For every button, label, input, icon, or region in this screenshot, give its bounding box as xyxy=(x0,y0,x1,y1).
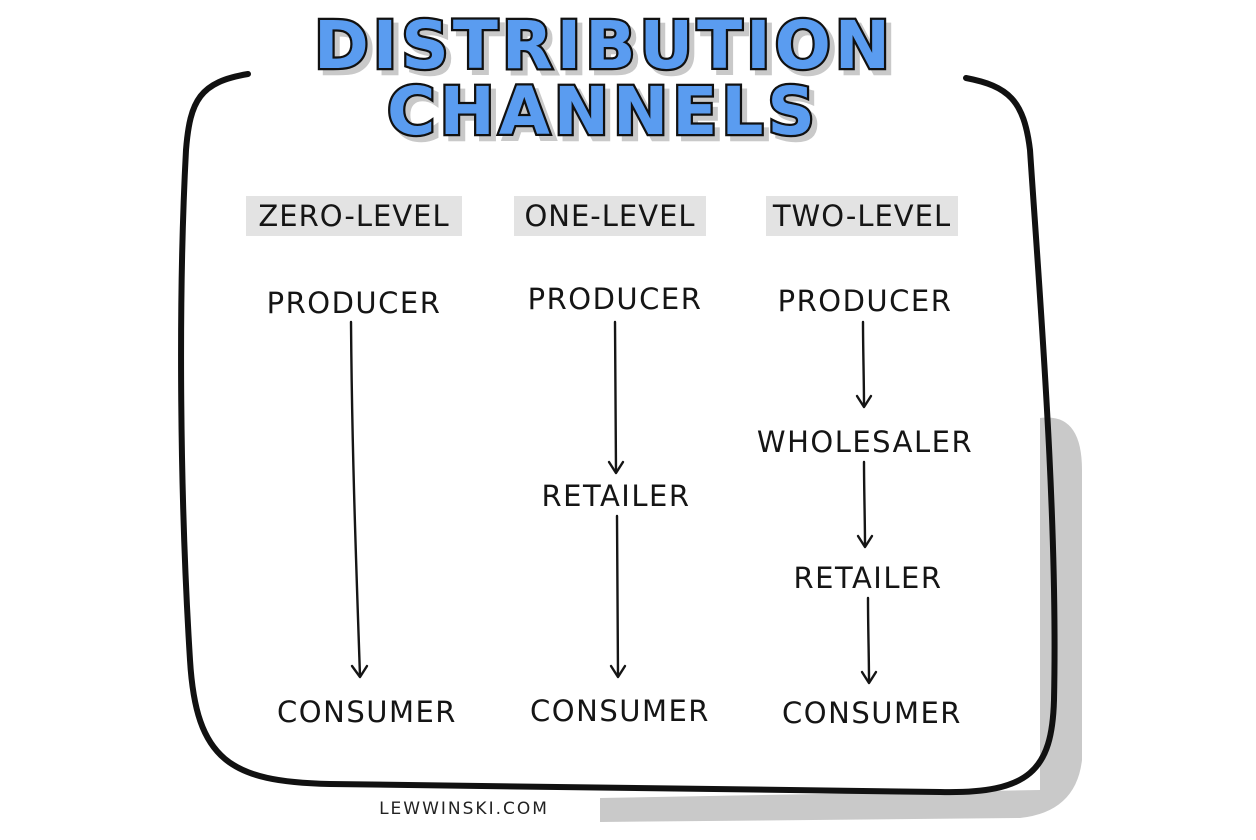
one-level-label: ONE-LEVEL xyxy=(524,199,695,233)
title-line1-shadow: DISTRIBUTION xyxy=(319,12,899,89)
one-level-producer: PRODUCER xyxy=(528,282,703,316)
one-level-arrow-2-line xyxy=(615,514,620,678)
title-line2-shadow: CHANNELS xyxy=(392,78,824,155)
two-level-wholesaler: WHOLESALER xyxy=(757,425,973,459)
two-level-consumer: CONSUMER xyxy=(782,696,962,730)
one-level-arrow-2-head xyxy=(609,664,627,679)
zero-level-arrow-head xyxy=(350,664,369,679)
two-level-arrow-1-line xyxy=(861,320,866,408)
credit-text: LEWWINSKI.COM xyxy=(379,799,549,819)
two-level-arrow-2-head xyxy=(856,534,874,549)
two-level-arrow-2-line xyxy=(862,460,867,548)
zero-level-producer: PRODUCER xyxy=(267,286,442,320)
two-level-arrow-3-head xyxy=(860,670,878,685)
two-level-retailer: RETAILER xyxy=(794,561,943,595)
zero-level-highlight xyxy=(246,196,462,236)
two-level-highlight xyxy=(766,196,958,236)
two-level-arrow-3-line xyxy=(866,596,871,684)
two-level-label: TWO-LEVEL xyxy=(772,199,951,233)
two-level-arrow-1-head xyxy=(855,394,873,409)
title-line1: DISTRIBUTION xyxy=(314,7,894,84)
zero-level-arrow-line xyxy=(349,320,362,678)
one-level-arrow-1-line xyxy=(613,320,618,474)
title-line2: CHANNELS xyxy=(387,73,819,150)
one-level-retailer: RETAILER xyxy=(542,479,691,513)
one-level-consumer: CONSUMER xyxy=(530,694,710,728)
one-level-highlight xyxy=(514,196,706,236)
one-level-arrow-1-head xyxy=(607,460,625,475)
frame-outline xyxy=(178,71,1058,796)
two-level-producer: PRODUCER xyxy=(778,284,953,318)
zero-level-label: ZERO-LEVEL xyxy=(258,199,449,233)
zero-level-consumer: CONSUMER xyxy=(277,695,457,729)
